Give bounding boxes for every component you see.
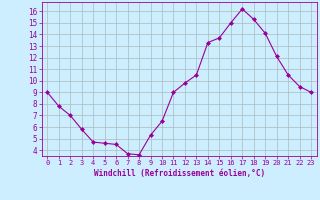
X-axis label: Windchill (Refroidissement éolien,°C): Windchill (Refroidissement éolien,°C) [94, 169, 265, 178]
